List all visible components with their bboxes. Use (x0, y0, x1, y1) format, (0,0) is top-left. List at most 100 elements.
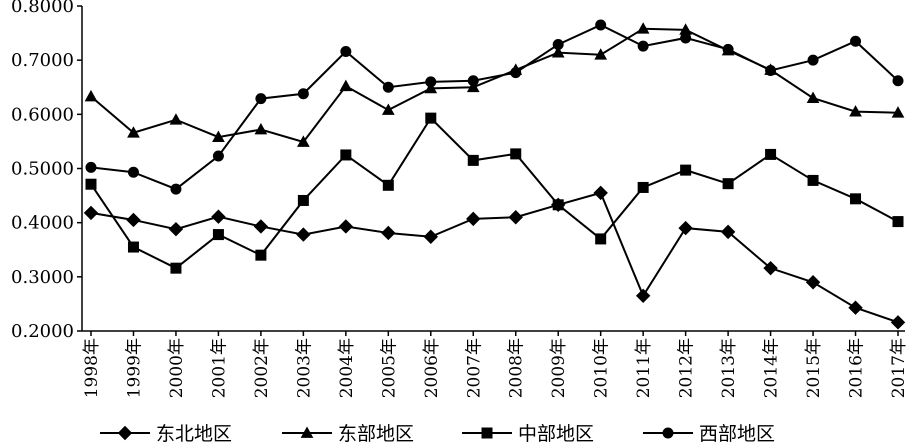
data-point (425, 112, 437, 124)
data-point (594, 48, 608, 60)
data-point (680, 164, 692, 176)
data-point (510, 148, 522, 160)
data-point (720, 224, 736, 240)
legend-label: 西部地区 (699, 423, 775, 445)
data-point (635, 288, 651, 303)
y-tick-label: 0.3000 (11, 267, 74, 288)
data-point (340, 149, 352, 161)
series-line (90, 191, 899, 324)
data-point (170, 262, 182, 274)
data-point (805, 275, 821, 290)
data-point (254, 122, 268, 135)
legend-marker (662, 427, 674, 439)
data-point (338, 219, 354, 234)
x-tick-label: 2017年 (889, 338, 909, 398)
data-point (593, 185, 608, 201)
legend-item: 西部地区 (643, 423, 775, 445)
data-point (212, 150, 224, 162)
data-point (467, 75, 479, 87)
legend-item: 东部地区 (282, 423, 414, 445)
data-point (339, 79, 353, 92)
data-point (763, 260, 778, 276)
series-line (90, 23, 899, 191)
y-tick-label: 0.8000 (11, 0, 74, 17)
x-tick-label: 2001年 (209, 338, 229, 398)
data-point (891, 106, 905, 118)
x-tick-label: 1999年 (124, 338, 144, 398)
data-point (850, 193, 862, 205)
data-point (169, 113, 183, 125)
data-point (297, 194, 309, 206)
data-point (551, 46, 565, 58)
legend-label: 中部地区 (518, 423, 594, 445)
legend-item: 中部地区 (462, 423, 594, 445)
x-tick-label: 2015年 (804, 338, 824, 398)
data-point (297, 88, 309, 100)
data-point (127, 241, 139, 253)
data-point (637, 40, 649, 52)
data-point (340, 46, 352, 57)
data-point (637, 181, 649, 193)
axes (81, 6, 905, 332)
data-point (84, 89, 98, 102)
data-point (595, 233, 607, 245)
x-tick-label: 2009年 (549, 338, 569, 398)
data-point (127, 166, 139, 178)
data-point (423, 229, 438, 244)
legend-item: 东北地区 (100, 423, 232, 445)
x-tick-label: 2013年 (719, 338, 739, 398)
legend-marker (481, 427, 493, 439)
data-point (850, 35, 862, 47)
data-point (848, 300, 863, 315)
data-point (890, 315, 906, 330)
series-diamond (83, 185, 906, 330)
data-point (381, 225, 396, 241)
series-line (90, 116, 899, 270)
x-tick-label: 2012年 (677, 338, 697, 398)
data-point (636, 22, 650, 34)
data-point (678, 220, 693, 236)
data-point (552, 199, 564, 211)
y-tick-label: 0.6000 (11, 104, 74, 125)
data-point (381, 103, 395, 115)
y-tick-label: 0.7000 (11, 50, 74, 71)
y-tick-label: 0.5000 (11, 159, 74, 180)
data-point (255, 249, 267, 261)
series-triangle (84, 22, 905, 147)
legend: 东北地区 东部地区 中部地区 西部地区 (100, 423, 775, 445)
data-point (849, 105, 862, 117)
data-point (722, 43, 734, 55)
x-tick-label: 2005年 (379, 338, 399, 398)
data-point (680, 32, 692, 44)
x-tick-label: 2011年 (634, 338, 654, 398)
y-tick-label: 0.2000 (11, 321, 74, 342)
data-point (297, 135, 310, 147)
series-circle (85, 19, 904, 195)
series-line (90, 27, 899, 144)
legend-marker (117, 425, 133, 441)
data-point (466, 211, 481, 227)
data-point (510, 67, 522, 79)
data-point (466, 80, 480, 93)
data-point (765, 64, 777, 76)
x-tick-label: 2002年 (252, 338, 272, 398)
y-axis-ticks: 0.2000 0.3000 0.4000 0.5000 0.6000 0.7000 0.80… (11, 0, 82, 342)
series-square (85, 112, 904, 274)
data-point (170, 183, 182, 195)
data-point (126, 212, 141, 228)
data-point (595, 19, 607, 31)
x-tick-label: 2014年 (762, 338, 782, 398)
data-point (552, 38, 564, 50)
series-group (83, 19, 906, 330)
x-tick-label: 2016年 (847, 338, 867, 398)
x-tick-label: 1998年 (82, 338, 102, 398)
data-point (807, 54, 819, 66)
x-tick-label: 2010年 (592, 338, 612, 398)
data-point (425, 76, 437, 88)
data-point (296, 227, 311, 242)
data-point (85, 161, 97, 173)
data-point (722, 178, 734, 190)
data-point (85, 178, 97, 190)
data-point (806, 91, 820, 103)
data-point (212, 130, 225, 142)
